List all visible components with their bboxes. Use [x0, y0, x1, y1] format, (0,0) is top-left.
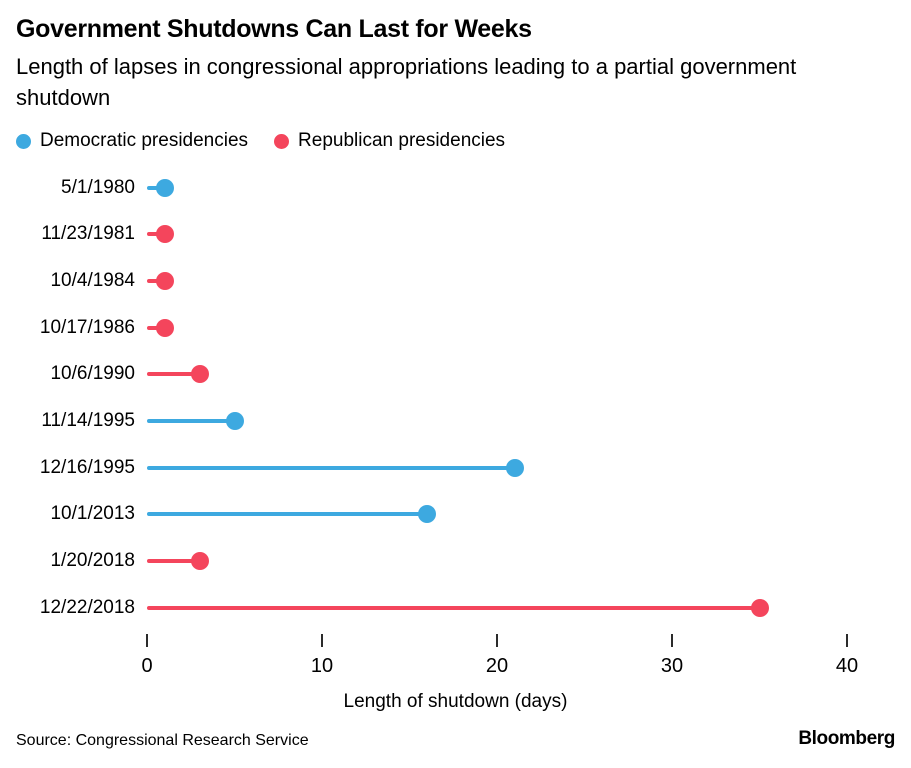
lollipop-stem: [147, 605, 760, 610]
x-axis-title: Length of shutdown (days): [343, 691, 568, 713]
row-plot-area: [147, 398, 847, 445]
lollipop-dot: [418, 505, 436, 524]
row-date-label: 10/6/1990: [50, 363, 135, 385]
legend-label-republican: Republican presidencies: [298, 130, 506, 152]
bloomberg-logo: Bloomberg: [798, 728, 895, 749]
row-date-label: 12/22/2018: [39, 596, 135, 618]
lollipop-dot: [155, 271, 174, 290]
row-plot-area: [147, 584, 847, 631]
row-date-label: 10/4/1984: [50, 269, 135, 291]
chart-row: 11/14/1995: [0, 398, 911, 445]
chart-rows: 5/1/1980 11/23/1981 10/4/1984 10/17/1986 10/…: [0, 164, 911, 631]
x-axis-tick: [146, 634, 148, 648]
row-date-label: 11/14/1995: [41, 410, 135, 432]
chart-row: 5/1/1980: [0, 164, 911, 211]
lollipop-dot: [155, 318, 174, 337]
row-plot-area: [147, 538, 847, 585]
x-axis-tick: [321, 634, 323, 648]
row-date-label: 5/1/1980: [61, 176, 135, 198]
legend-item-democratic: Democratic presidencies: [16, 130, 248, 152]
chart-row: 12/16/1995: [0, 444, 911, 491]
legend-item-republican: Republican presidencies: [274, 130, 505, 152]
chart-row: 10/4/1984: [0, 258, 911, 305]
x-axis-tick-label: 20: [485, 655, 509, 678]
chart-subtitle: Length of lapses in congressional approp…: [16, 54, 797, 111]
row-plot-area: [147, 304, 847, 351]
lollipop-chart: 5/1/1980 11/23/1981 10/4/1984 10/17/1986 10/…: [0, 164, 911, 713]
lollipop-stem: [147, 512, 427, 517]
x-axis-tick-label: 40: [835, 655, 859, 678]
chart-row: 11/23/1981: [0, 211, 911, 258]
lollipop-dot: [225, 412, 244, 431]
lollipop-stem: [147, 372, 200, 377]
chart-footer: Source: Congressional Research Service B…: [0, 728, 911, 750]
x-axis-tick-label: 10: [310, 655, 334, 678]
x-axis-tick: [496, 634, 498, 648]
lollipop-stem: [147, 559, 200, 564]
row-plot-area: [147, 444, 847, 491]
chart-row: 10/1/2013: [0, 491, 911, 538]
row-date-label: 11/23/1981: [41, 223, 135, 245]
x-axis-tick: [671, 634, 673, 648]
lollipop-dot: [190, 552, 209, 571]
x-axis-tick-label: 0: [141, 655, 153, 678]
lollipop-stem: [147, 465, 515, 470]
chart-title: Government Shutdowns Can Last for Weeks: [16, 15, 532, 43]
source-attribution: Source: Congressional Research Service: [16, 732, 309, 749]
row-plot-area: [147, 351, 847, 398]
row-plot-area: [147, 211, 847, 258]
row-date-label: 10/17/1986: [39, 316, 135, 338]
chart-legend: Democratic presidencies Republican presi…: [0, 113, 911, 152]
lollipop-stem: [147, 419, 235, 424]
chart-row: 10/6/1990: [0, 351, 911, 398]
row-date-label: 1/20/2018: [50, 550, 135, 572]
democratic-dot-icon: [16, 133, 31, 149]
x-axis: 0 10 20 30 40: [141, 631, 858, 678]
lollipop-dot: [190, 365, 209, 384]
lollipop-dot: [750, 598, 769, 617]
chart-row: 10/17/1986: [0, 304, 911, 351]
chart-row: 1/20/2018: [0, 538, 911, 585]
legend-label-democratic: Democratic presidencies: [40, 130, 249, 152]
row-plot-area: [147, 164, 847, 211]
republican-dot-icon: [274, 133, 290, 149]
lollipop-dot: [505, 458, 524, 477]
x-axis-tick-label: 30: [660, 655, 684, 678]
row-date-label: 10/1/2013: [50, 503, 135, 525]
row-plot-area: [147, 258, 847, 305]
lollipop-dot: [155, 225, 174, 244]
chart-header: Government Shutdowns Can Last for Weeks …: [0, 0, 911, 113]
row-date-label: 12/16/1995: [39, 456, 135, 478]
row-plot-area: [147, 491, 847, 538]
lollipop-dot: [155, 178, 174, 197]
x-axis-tick: [846, 634, 848, 648]
chart-row: 12/22/2018: [0, 584, 911, 631]
